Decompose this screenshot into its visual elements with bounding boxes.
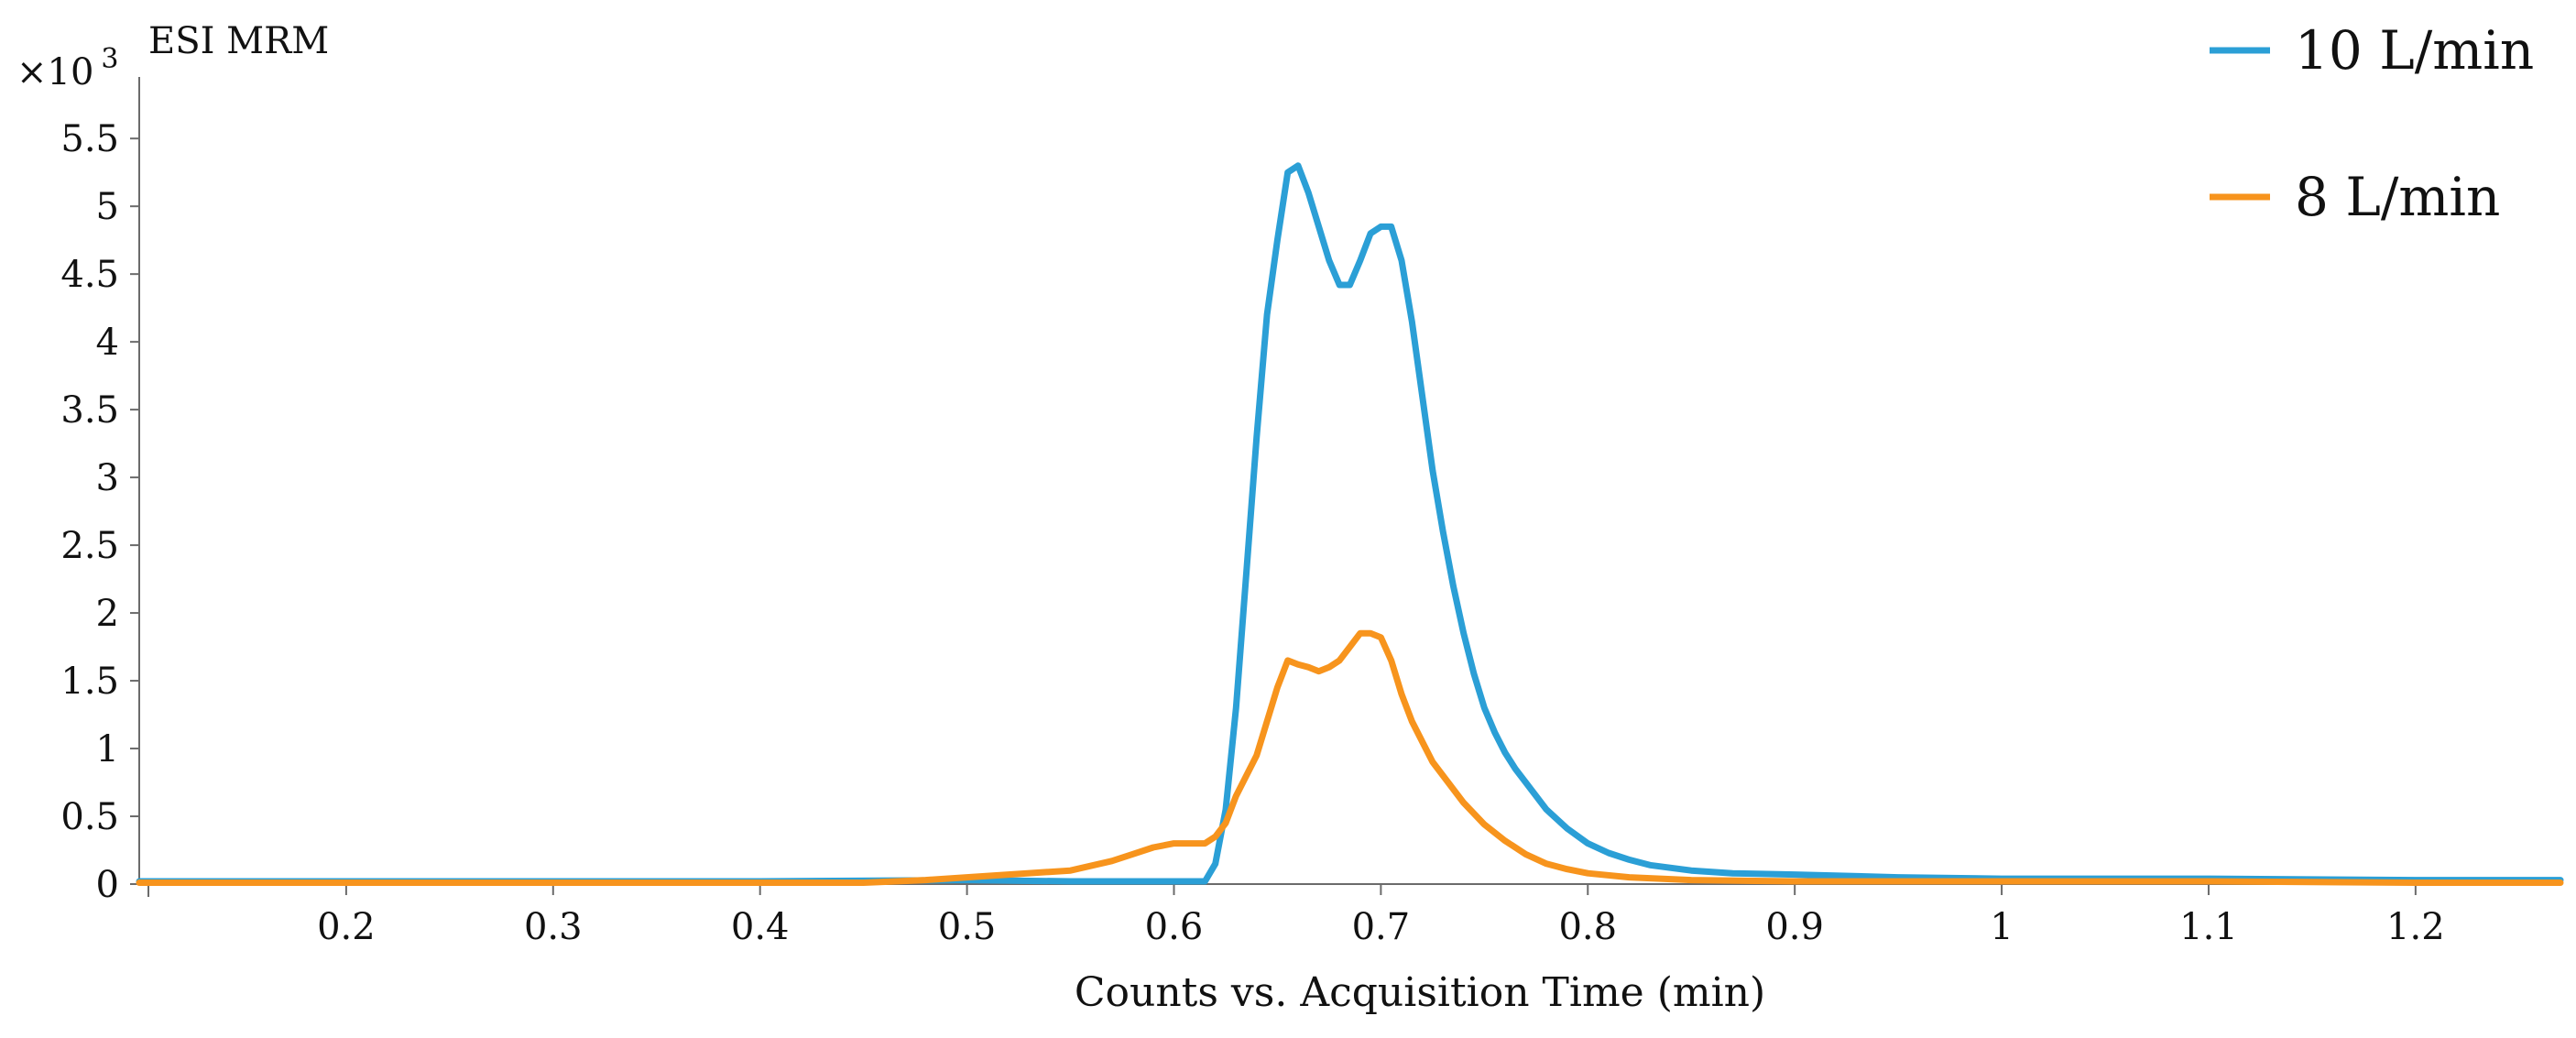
y-tick-label: 3 — [96, 457, 119, 499]
x-axis-title: Counts vs. Acquisition Time (min) — [1075, 969, 1765, 1016]
y-tick-label: 0.5 — [60, 796, 119, 838]
x-tick-label: 0.5 — [938, 906, 997, 948]
y-multiplier-exponent: 3 — [101, 43, 118, 75]
y-tick-label: 2.5 — [60, 525, 119, 567]
x-tick-label: 1 — [1990, 906, 2013, 948]
series-layer — [136, 162, 2564, 886]
x-tick-label: 0.6 — [1145, 906, 1204, 948]
x-tick-label: 0.2 — [317, 906, 376, 948]
y-tick-label: 4.5 — [60, 254, 119, 296]
legend: 10 L/min 8 L/min — [2210, 19, 2534, 228]
x-tick-label: 0.8 — [1558, 906, 1617, 948]
axes: 0 0.5 1 1.5 2 2.5 3 3.5 4 4.5 5 5.5 0.2 0.3 0.4 0.5 0.6 0… — [60, 77, 2560, 948]
y-tick-label: 2 — [96, 593, 119, 635]
x-tick-label: 0.7 — [1352, 906, 1411, 948]
y-tick-label: 3.5 — [60, 389, 119, 432]
x-tick-label: 0.9 — [1765, 906, 1824, 948]
y-tick-label: 5.5 — [60, 118, 119, 160]
y-multiplier-base: ×10 — [16, 51, 93, 93]
legend-label: 10 L/min — [2295, 19, 2534, 82]
y-multiplier-label: ×10 3 — [16, 43, 119, 93]
y-tick-label: 1.5 — [60, 661, 119, 703]
y-tick-label: 5 — [96, 186, 119, 228]
chart-title: ESI MRM — [148, 20, 329, 62]
x-tick-label: 1.2 — [2386, 906, 2445, 948]
legend-label: 8 L/min — [2295, 166, 2500, 228]
x-tick-label: 0.4 — [731, 906, 790, 948]
x-tick-label: 1.1 — [2179, 906, 2238, 948]
y-tick-label: 4 — [96, 322, 119, 364]
y-tick-label: 0 — [96, 864, 119, 906]
y-tick-label: 1 — [96, 728, 119, 770]
series-line-2 — [136, 629, 2564, 886]
x-tick-label: 0.3 — [524, 906, 583, 948]
